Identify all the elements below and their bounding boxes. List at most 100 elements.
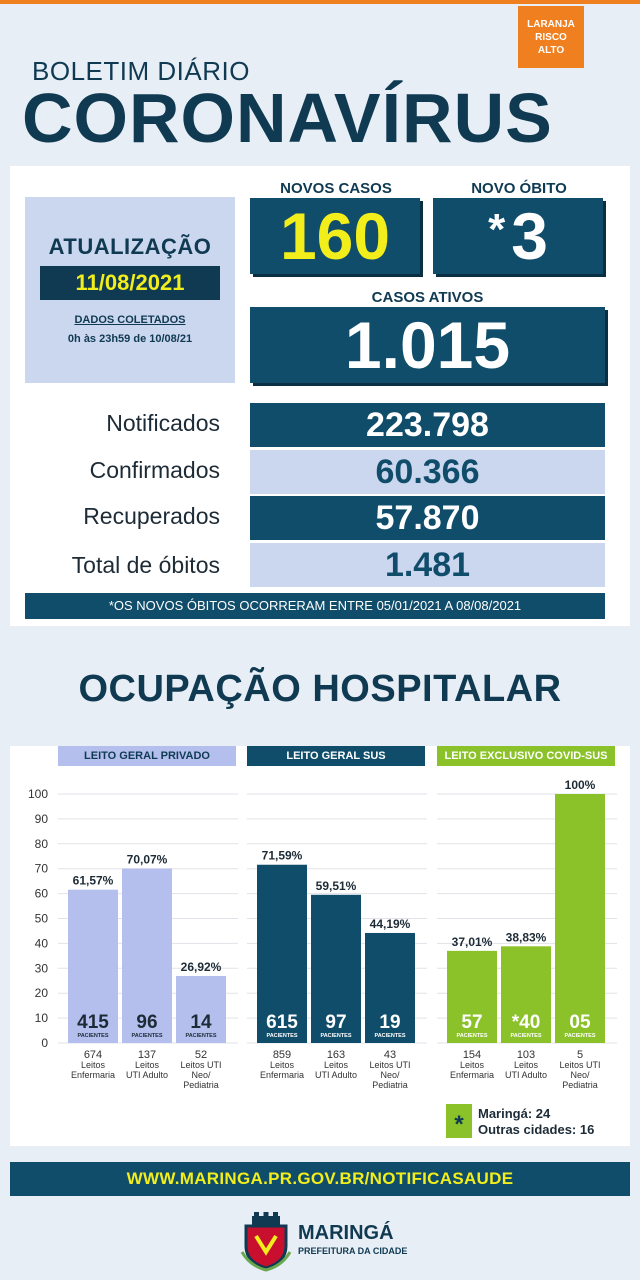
- deaths-note: *OS NOVOS ÓBITOS OCORRERAM ENTRE 05/01/2…: [25, 593, 605, 619]
- bar-percent-label: 26,92%: [181, 960, 222, 974]
- new-cases-value: 160: [250, 198, 420, 274]
- active-cases-value: 1.015: [250, 307, 605, 383]
- bar-patient-suffix: PACIENTES: [320, 1033, 351, 1039]
- y-tick-label: 50: [35, 912, 49, 926]
- bar-category-label: Pediatria: [183, 1080, 219, 1090]
- risk-badge-line-1: LARANJA: [527, 18, 575, 30]
- bar-percent-label: 100%: [565, 778, 596, 792]
- page-title: CORONAVÍRUS: [22, 79, 553, 157]
- bar-capacity: 43: [384, 1049, 396, 1061]
- stat-value-deaths: 1.481: [250, 543, 605, 587]
- bar-capacity: 103: [517, 1049, 535, 1061]
- bar: [501, 946, 551, 1043]
- bar: [257, 864, 307, 1043]
- bar-category-label: Neo/: [380, 1070, 400, 1080]
- group-header-private: LEITO GERAL PRIVADO: [58, 746, 236, 766]
- bar-capacity: 674: [84, 1049, 102, 1061]
- annotation-line: Outras cidades: 16: [478, 1122, 594, 1137]
- bar-patient-suffix: PACIENTES: [266, 1033, 297, 1039]
- annotation-asterisk: *: [454, 1111, 464, 1138]
- bar-category-label: Pediatria: [562, 1080, 598, 1090]
- bar-patient-suffix: PACIENTES: [564, 1033, 595, 1039]
- update-date: 11/08/2021: [40, 266, 220, 300]
- y-tick-label: 70: [35, 862, 49, 876]
- bar-patient-suffix: PACIENTES: [456, 1033, 487, 1039]
- y-tick-label: 10: [35, 1011, 49, 1025]
- new-cases-label: NOVOS CASOS: [280, 180, 392, 197]
- bar: [122, 868, 172, 1043]
- y-tick-label: 80: [35, 837, 49, 851]
- stat-label-recovered: Recuperados: [83, 503, 220, 529]
- bar-patient-suffix: PACIENTES: [510, 1033, 541, 1039]
- stat-label-confirmed: Confirmados: [89, 457, 220, 483]
- bar-category-label: Enfermaria: [260, 1070, 304, 1080]
- bar-patient-count: 05: [569, 1012, 591, 1033]
- bar-capacity: 5: [577, 1049, 583, 1061]
- bar-capacity: 52: [195, 1049, 207, 1061]
- bar-patient-count: 615: [266, 1012, 298, 1033]
- data-collected-range: 0h às 23h59 de 10/08/21: [67, 333, 193, 345]
- bar: [365, 932, 415, 1043]
- bar-category-label: UTI Adulto: [315, 1070, 357, 1080]
- bar-category-label: Pediatria: [372, 1080, 408, 1090]
- bar-percent-label: 71,59%: [262, 849, 303, 863]
- bar-percent-label: 37,01%: [452, 935, 493, 949]
- asterisk-mark: *: [488, 205, 506, 254]
- stat-label-notified: Notificados: [106, 410, 220, 436]
- occupancy-bar-chart: 010203040506070809010061,57%415PACIENTES…: [28, 778, 617, 1138]
- bar-percent-label: 61,57%: [73, 874, 114, 888]
- y-tick-label: 20: [35, 986, 49, 1000]
- bar-percent-label: 38,83%: [506, 930, 547, 944]
- bar-category-label: UTI Adulto: [505, 1070, 547, 1080]
- city-name: MARINGÁ: [298, 1222, 394, 1244]
- city-crest-icon: [240, 1212, 292, 1272]
- top-accent-line: [0, 0, 640, 4]
- bulletin-label: BOLETIM DIÁRIO: [32, 56, 250, 86]
- group-header-sus: LEITO GERAL SUS: [247, 746, 425, 766]
- bar-patient-count: 97: [325, 1012, 346, 1033]
- y-tick-label: 60: [35, 887, 49, 901]
- stat-label-deaths: Total de óbitos: [71, 552, 220, 578]
- bar: [555, 794, 605, 1043]
- bar-category-label: Leitos: [135, 1060, 160, 1070]
- city-subtitle: PREFEITURA DA CIDADE: [298, 1246, 408, 1256]
- bar-category-label: UTI Adulto: [126, 1070, 168, 1080]
- bar-category-label: Leitos UTI: [180, 1060, 221, 1070]
- bar-category-label: Neo/: [191, 1070, 211, 1080]
- bar-patient-count: 19: [379, 1012, 400, 1033]
- bar: [176, 975, 226, 1043]
- bar-patient-count: 14: [190, 1012, 212, 1033]
- bar-patient-count: 96: [136, 1012, 157, 1033]
- hospital-occupancy-title: OCUPAÇÃO HOSPITALAR: [78, 668, 562, 710]
- y-tick-label: 40: [35, 936, 49, 950]
- footer-url[interactable]: WWW.MARINGA.PR.GOV.BR/NOTIFICASAUDE: [10, 1162, 630, 1196]
- bar-patient-count: 57: [461, 1012, 482, 1033]
- bar: [447, 950, 497, 1043]
- bar-category-label: Leitos: [514, 1060, 539, 1070]
- bar-percent-label: 59,51%: [316, 879, 357, 893]
- bar-patient-suffix: PACIENTES: [131, 1033, 162, 1039]
- bar-percent-label: 44,19%: [370, 917, 411, 931]
- bar: [311, 894, 361, 1043]
- bar-category-label: Leitos: [324, 1060, 349, 1070]
- bar-patient-suffix: PACIENTES: [374, 1033, 405, 1039]
- group-header-covid-sus: LEITO EXCLUSIVO COVID-SUS: [437, 746, 615, 766]
- y-tick-label: 90: [35, 812, 49, 826]
- bar-patient-count: *40: [512, 1012, 541, 1033]
- y-tick-label: 30: [35, 961, 49, 975]
- risk-badge-line-3: ALTO: [537, 44, 565, 56]
- stat-value-recovered: 57.870: [250, 496, 605, 540]
- new-death-label: NOVO ÓBITO: [471, 180, 567, 197]
- stat-value-confirmed: 60.366: [250, 450, 605, 494]
- bar-patient-suffix: PACIENTES: [185, 1033, 216, 1039]
- update-title: ATUALIZAÇÃO: [48, 234, 212, 259]
- bar-category-label: Enfermaria: [71, 1070, 115, 1080]
- annotation-line: Maringá: 24: [478, 1106, 551, 1121]
- stat-value-notified: 223.798: [250, 403, 605, 447]
- new-death-box: *3: [433, 198, 603, 274]
- bar-capacity: 859: [273, 1049, 291, 1061]
- y-tick-label: 100: [28, 787, 48, 801]
- bar-capacity: 154: [463, 1049, 481, 1061]
- bar-capacity: 137: [138, 1049, 156, 1061]
- bar-category-label: Leitos UTI: [559, 1060, 600, 1070]
